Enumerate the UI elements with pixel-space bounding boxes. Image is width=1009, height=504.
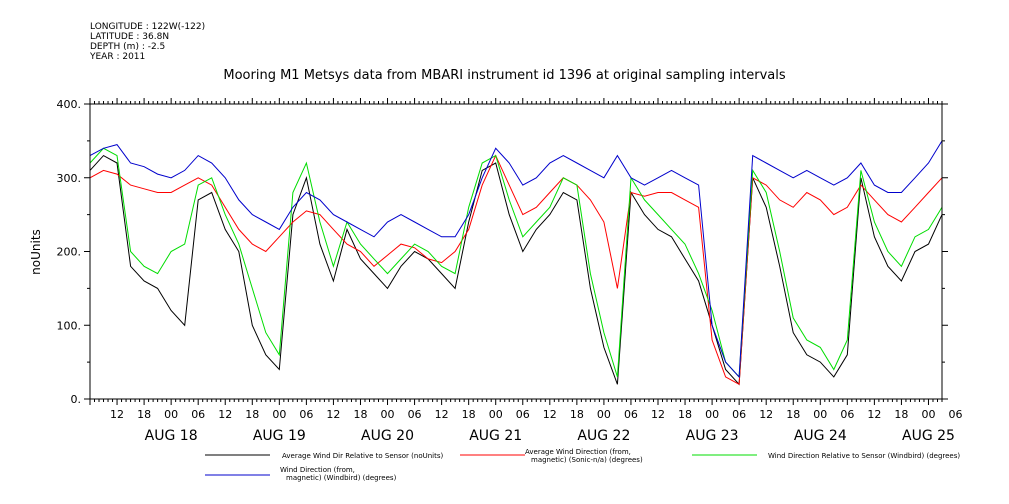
y-tick-label: 200. <box>57 246 82 259</box>
x-hour-label: 18 <box>245 408 259 421</box>
x-day-label: AUG 18 <box>145 428 198 444</box>
x-hour-label: 00 <box>272 408 286 421</box>
legend: Average Wind Dir Relative to Sensor (noU… <box>205 448 960 482</box>
x-day-label: AUG 20 <box>361 428 414 444</box>
series-line-0 <box>89 154 943 386</box>
x-day-label: AUG 19 <box>253 428 306 444</box>
x-hour-label: 06 <box>408 408 422 421</box>
x-hour-label: 06 <box>732 408 746 421</box>
y-tick-label: 100. <box>57 319 82 332</box>
metadata-depth: DEPTH (m) : -2.5 <box>90 42 166 52</box>
x-hour-label: 18 <box>570 408 584 421</box>
y-tick-label: 0. <box>71 393 82 406</box>
legend-label-1: Average Wind Direction (from, magnetic) (… <box>525 448 643 464</box>
x-day-label: AUG 25 <box>902 428 955 444</box>
x-hour-label: 12 <box>435 408 449 421</box>
x-hour-label: 06 <box>516 408 530 421</box>
legend-label-0: Average Wind Dir Relative to Sensor (noU… <box>282 452 443 460</box>
series-layer <box>89 140 943 386</box>
x-hour-label: 06 <box>624 408 638 421</box>
x-hour-label: 00 <box>597 408 611 421</box>
series-line-2 <box>89 147 943 379</box>
x-hour-label: 00 <box>489 408 503 421</box>
legend-label-3: Wind Direction (from, magnetic) (Windbird… <box>280 466 397 482</box>
x-hour-label: 06 <box>191 408 205 421</box>
x-hour-label: 00 <box>921 408 935 421</box>
x-hour-label: 18 <box>678 408 692 421</box>
x-day-label: AUG 23 <box>686 428 739 444</box>
y-tick-label: 300. <box>57 172 82 185</box>
x-hour-label: 06 <box>840 408 854 421</box>
x-hour-label: 12 <box>651 408 665 421</box>
plot-frame <box>89 103 943 400</box>
x-hour-label: 00 <box>705 408 719 421</box>
x-hour-label: 06 <box>299 408 313 421</box>
x-hour-label: 00 <box>164 408 178 421</box>
y-axis-label: noUnits <box>29 229 43 275</box>
axis-layer: 0. 100. 200. 300. 400. 12 18 00 06 12 18 00 06 12 18 00… <box>57 98 963 444</box>
x-hour-label: 00 <box>381 408 395 421</box>
metadata-year: YEAR : 2011 <box>90 52 146 62</box>
series-line-3 <box>89 140 943 379</box>
x-hour-label: 12 <box>110 408 124 421</box>
series-line-1 <box>89 154 943 386</box>
x-hour-label: 12 <box>218 408 232 421</box>
y-tick-label: 400. <box>57 98 82 111</box>
x-hour-label: 00 <box>813 408 827 421</box>
x-hour-label: 18 <box>462 408 476 421</box>
x-hour-label: 12 <box>326 408 340 421</box>
x-hour-label: 18 <box>894 408 908 421</box>
x-day-label: AUG 22 <box>577 428 630 444</box>
x-hour-label: 18 <box>786 408 800 421</box>
chart-title: Mooring M1 Metsys data from MBARI instru… <box>223 68 786 83</box>
metadata-block: LONGITUDE : 122W(-122) LATITUDE : 36.8N … <box>90 22 205 62</box>
metadata-latitude: LATITUDE : 36.8N <box>90 32 170 42</box>
x-hour-label: 18 <box>137 408 151 421</box>
x-hour-label: 12 <box>543 408 557 421</box>
x-hour-label: 06 <box>949 408 963 421</box>
x-hour-label: 12 <box>867 408 881 421</box>
x-hour-label: 12 <box>759 408 773 421</box>
x-day-label: AUG 24 <box>794 428 847 444</box>
legend-label-2: Wind Direction Relative to Sensor (Windb… <box>768 452 960 460</box>
metadata-longitude: LONGITUDE : 122W(-122) <box>90 22 206 32</box>
x-day-label: AUG 21 <box>469 428 522 444</box>
x-hour-label: 18 <box>353 408 367 421</box>
